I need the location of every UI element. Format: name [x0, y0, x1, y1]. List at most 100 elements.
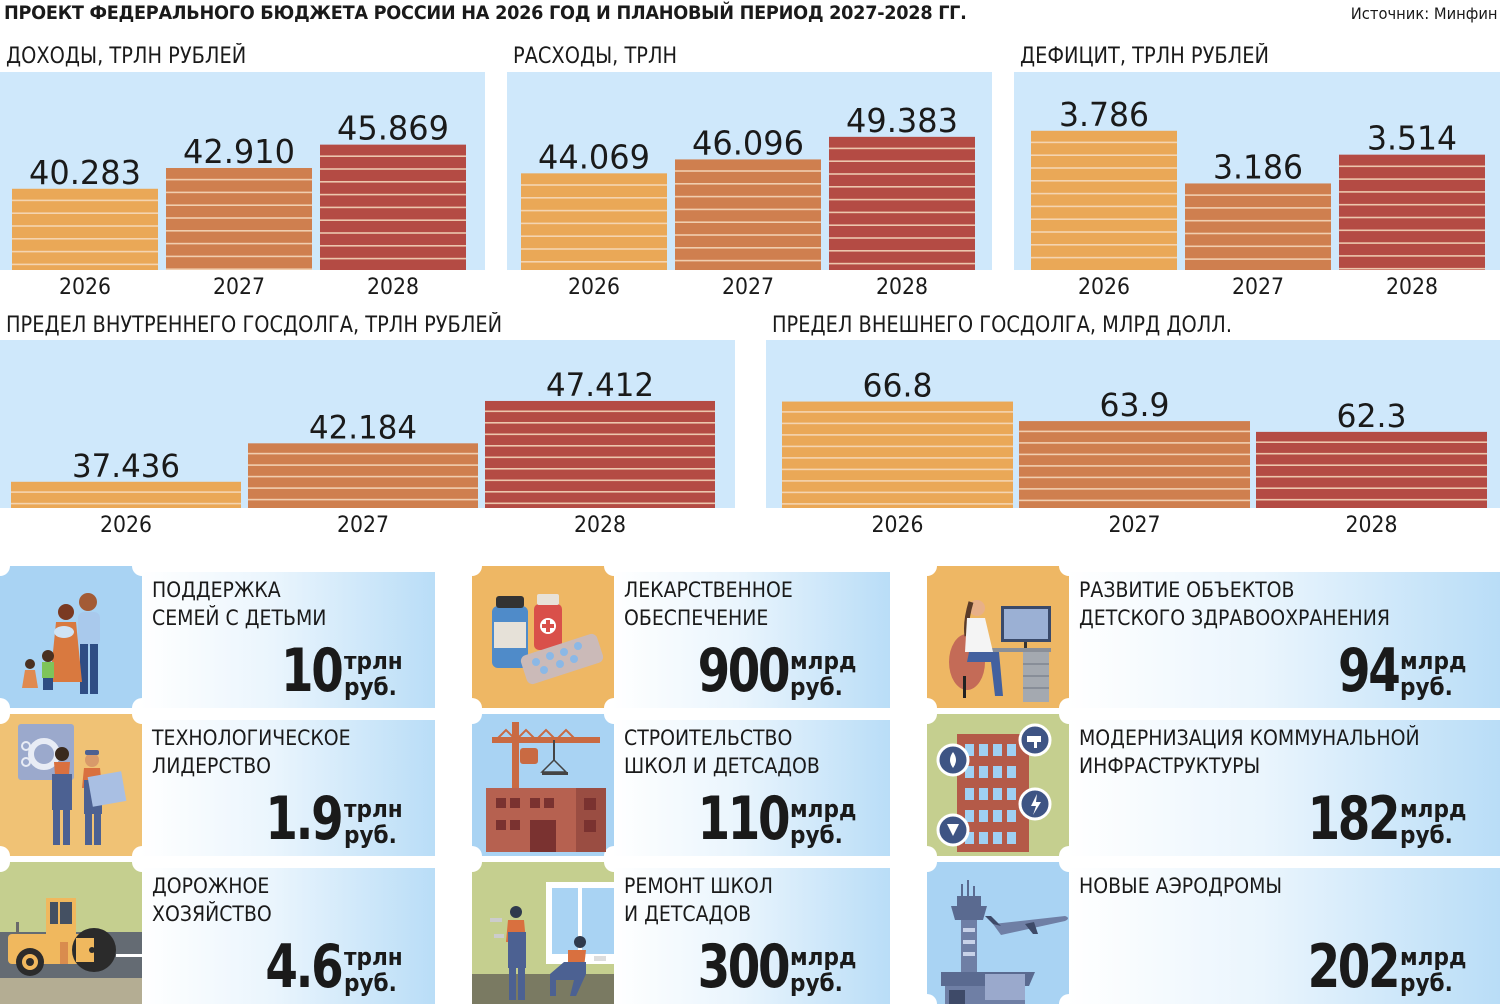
unit-currency: руб. [1400, 673, 1454, 701]
bar-stripe [1031, 256, 1177, 259]
bar-stripe [675, 195, 821, 198]
bar-stripe [829, 237, 975, 239]
bar-stripe [1339, 178, 1485, 180]
bar-fill [1339, 154, 1485, 270]
bar-stripe [320, 181, 466, 183]
bar-stripe [485, 456, 715, 459]
bar-stripe [248, 487, 478, 489]
card-label: ПОДДЕРЖКА СЕМЕЙ С ДЕТЬМИ [152, 578, 327, 630]
x-tick-label: 2027 [337, 513, 389, 538]
amount-unit: млрд руб. [790, 944, 856, 996]
card-background [1067, 868, 1500, 1004]
bar-stripe [485, 433, 715, 436]
road-roller-icon [0, 862, 142, 1004]
bar-stripe [1031, 244, 1177, 246]
x-tick-label: 2028 [367, 275, 419, 300]
x-tick-label: 2027 [1109, 513, 1161, 538]
bar-stripe [1185, 194, 1331, 196]
data-label: 66.8 [863, 367, 933, 405]
chart-plot: 37.436 2026 42.184 2027 47.412 2028 [0, 340, 735, 538]
bar-stripe [521, 261, 667, 263]
x-tick-label: 2026 [100, 513, 152, 538]
card-label: РЕМОНТ ШКОЛ И ДЕТСАДОВ [624, 874, 774, 926]
amount-value: 94 [1337, 636, 1401, 706]
unit-currency: руб. [1400, 969, 1454, 997]
chart-revenue: ДОХОДЫ, ТРЛН РУБЛЕЙ 40.283 2026 42.910 2027 4… [0, 44, 487, 306]
bar-stripe [1339, 229, 1485, 232]
unit-currency: руб. [1400, 821, 1454, 849]
data-label: 63.9 [1100, 386, 1170, 424]
bar-stripe [829, 224, 975, 226]
utilities-building-icon [927, 714, 1069, 856]
card-label: СТРОИТЕЛЬСТВО ШКОЛ И ДЕТСАДОВ [624, 726, 820, 778]
bar-2026 [1031, 130, 1177, 270]
data-label: 42.910 [183, 132, 295, 171]
bar-stripe [1031, 154, 1177, 156]
amount-value: 202 [1307, 932, 1401, 1002]
bar-stripe [782, 503, 1013, 505]
bar-stripe [1031, 167, 1177, 169]
unit-scale: трлн [343, 943, 403, 971]
bar-stripe [1256, 487, 1487, 489]
card-background [1067, 572, 1500, 708]
source-note: Источник: Минфин [1351, 4, 1498, 23]
unit-scale: трлн [343, 647, 403, 675]
bar-stripe [782, 434, 1013, 436]
card-background [140, 868, 435, 1004]
bar-stripe [1031, 141, 1177, 144]
data-label: 3.514 [1367, 119, 1457, 158]
card-amount: 202 млрд руб. [1282, 932, 1474, 1002]
bar-stripe [1185, 207, 1331, 209]
chart-title: ДЕФИЦИТ, ТРЛН РУБЛЕЙ [1020, 44, 1269, 69]
card-label: ЛЕКАРСТВЕННОЕ ОБЕСПЕЧЕНИЕ [624, 578, 793, 630]
bar-stripe [829, 262, 975, 265]
bar-stripe [12, 250, 158, 253]
unit-currency: руб. [343, 673, 397, 701]
budget-item-card: МОДЕРНИЗАЦИЯ КОММУНАЛЬНОЙ ИНФРАСТРУКТУРЫ… [927, 714, 1500, 856]
card-background [140, 572, 435, 708]
chart-title: ПРЕДЕЛ ВНЕШНЕГО ГОСДОЛГА, МЛРД ДОЛЛ. [772, 313, 1232, 338]
bar-stripe [1256, 441, 1487, 443]
unit-scale: млрд [1400, 647, 1467, 675]
amount-unit: млрд руб. [790, 796, 856, 848]
bar-stripe [782, 422, 1013, 425]
bar-stripe [782, 411, 1013, 413]
unit-scale: млрд [1400, 943, 1467, 971]
data-label: 62.3 [1337, 397, 1407, 435]
card-background [140, 720, 435, 856]
bar-stripe [166, 268, 312, 270]
x-tick-label: 2026 [568, 275, 620, 300]
construction-crane-icon [472, 714, 614, 856]
bar-stripe [1339, 203, 1485, 206]
bar-stripe [829, 173, 975, 175]
bar-stripe [782, 445, 1013, 448]
unit-scale: млрд [790, 943, 857, 971]
bar-fill [829, 136, 975, 270]
unit-currency: руб. [343, 821, 397, 849]
x-tick-label: 2028 [574, 513, 626, 538]
x-tick-label: 2026 [59, 275, 111, 300]
bar-stripe [320, 155, 466, 157]
bar-2028 [485, 400, 715, 508]
bar-stripe [521, 222, 667, 225]
bar-fill [1185, 183, 1331, 270]
unit-currency: руб. [343, 969, 397, 997]
bar-stripe [675, 221, 821, 223]
card-amount: 10 трлн руб. [264, 641, 409, 701]
bar-stripe [485, 502, 715, 505]
chart-plot: 40.283 2026 42.910 2027 45.869 2028 [0, 72, 485, 300]
bar-stripe [675, 170, 821, 172]
bar-fill [1019, 421, 1250, 508]
amount-value: 900 [697, 636, 791, 706]
bar-stripe [166, 204, 312, 206]
bar-stripe [320, 245, 466, 247]
bar-stripe [1339, 191, 1485, 193]
data-label: 3.786 [1059, 95, 1149, 134]
bar-stripe [1019, 488, 1250, 490]
bar-stripe [1031, 192, 1177, 195]
budget-item-card: НОВЫЕ АЭРОДРОМЫ 202 млрд руб. [927, 862, 1500, 1004]
x-tick-label: 2027 [213, 275, 265, 300]
card-label: ТЕХНОЛОГИЧЕСКОЕ ЛИДЕРСТВО [152, 726, 351, 778]
amount-unit: млрд руб. [790, 648, 856, 700]
x-tick-label: 2026 [1078, 275, 1130, 300]
